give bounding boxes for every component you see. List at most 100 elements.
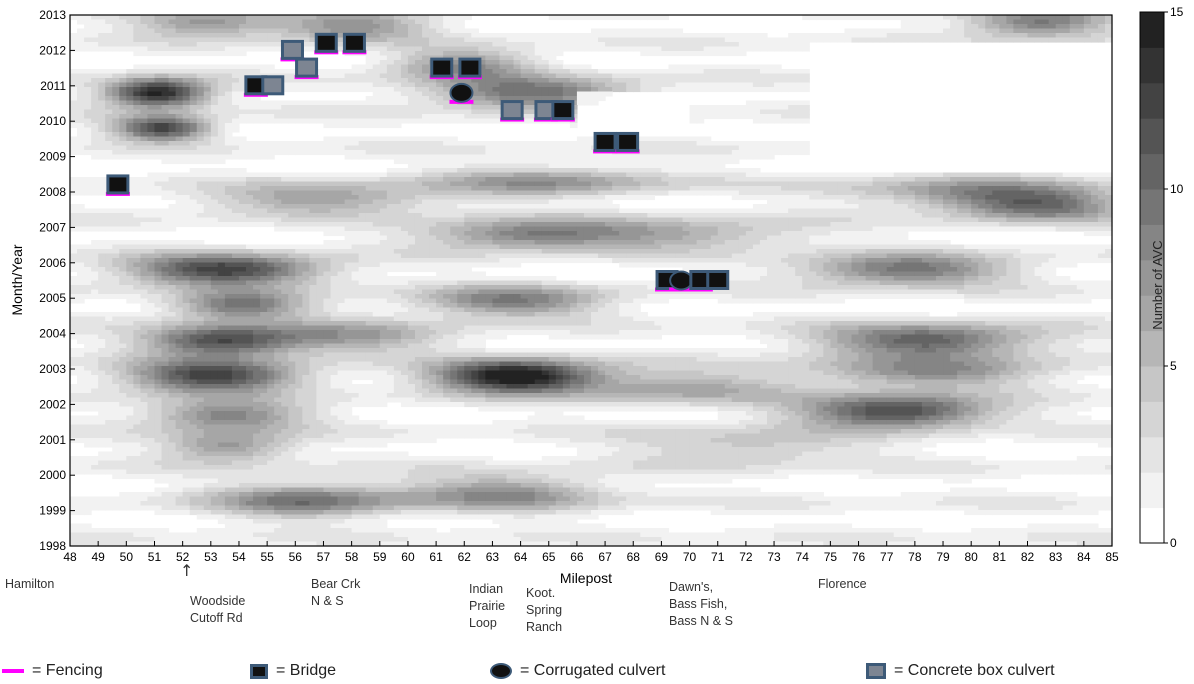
y-axis-title: Month/Year (9, 244, 25, 315)
heatmap-field (70, 15, 1113, 547)
y-tick-label: 2006 (39, 256, 66, 270)
x-tick-label: 59 (373, 550, 387, 564)
x-tick-label: 60 (401, 550, 415, 564)
corrugated-culvert-marker (449, 82, 474, 103)
location-woodside-line-2: Cutoff Rd (190, 611, 243, 625)
location-indian-line-1: Indian (469, 582, 504, 596)
legend-corrugated: = Corrugated culvert (490, 662, 665, 680)
y-tick-label: 1999 (39, 504, 66, 518)
y-axis-ticks: 1998 1999 2000 2001 2002 2003 2004 2005 2006 2007… (39, 8, 75, 553)
x-axis-ticks: 48 49 50 51 52 53 54 55 56 57 58 59 60 61 62 63 64 65 66 67… (63, 541, 1119, 564)
location-woodside-line-1: Woodside (190, 594, 246, 608)
fencing-line-icon (2, 669, 24, 673)
location-florence-line: Florence (818, 577, 867, 591)
location-hamilton-line: Hamilton (5, 577, 55, 591)
y-tick-label: 1998 (39, 539, 66, 553)
x-tick-label: 51 (148, 550, 162, 564)
x-tick-label: 50 (120, 550, 134, 564)
x-tick-label: 82 (1021, 550, 1035, 564)
y-tick-label: 2003 (39, 362, 66, 376)
y-tick-label: 2013 (39, 8, 66, 22)
bridge-marker (593, 131, 617, 152)
colorbar-band (1140, 224, 1164, 261)
concrete-box-culvert-marker (500, 100, 524, 121)
x-tick-label: 70 (683, 550, 697, 564)
corrugated-culvert-icon (490, 663, 512, 679)
bridge-marker (430, 57, 454, 78)
y-tick-label: 2007 (39, 220, 66, 234)
y-tick-label: 2004 (39, 327, 66, 341)
location-koot-spring-ranch: Koot. Spring Ranch (526, 585, 562, 636)
colorbar-tick-label: 5 (1170, 359, 1177, 373)
y-tick-label: 2010 (39, 114, 66, 128)
x-tick-label: 54 (232, 550, 246, 564)
colorbar-band (1140, 259, 1164, 296)
x-tick-label: 78 (908, 550, 922, 564)
x-tick-label: 72 (739, 550, 753, 564)
x-tick-label: 64 (514, 550, 528, 564)
location-bear-crk-line-2: N & S (311, 594, 344, 608)
y-tick-label: 2009 (39, 150, 66, 164)
x-tick-label: 71 (711, 550, 725, 564)
y-tick-label: 2002 (39, 397, 66, 411)
location-koot-line-1: Koot. (526, 586, 556, 600)
colorbar-band (1140, 507, 1164, 544)
location-hamilton: Hamilton (5, 576, 54, 593)
x-tick-label: 49 (91, 550, 105, 564)
x-tick-label: 75 (824, 550, 838, 564)
location-florence: Florence (818, 576, 867, 593)
x-tick-label: 48 (63, 550, 77, 564)
location-indian-line-3: Loop (469, 616, 497, 630)
x-tick-label: 56 (289, 550, 303, 564)
x-tick-label: 80 (965, 550, 979, 564)
colorbar-band (1140, 472, 1164, 509)
bridge-marker (106, 174, 130, 195)
colorbar-frame (1139, 11, 1165, 544)
x-tick-label: 53 (204, 550, 218, 564)
colorbar-band (1140, 401, 1164, 438)
colorbar-band (1140, 189, 1164, 225)
x-tick-label: 77 (880, 550, 894, 564)
y-tick-label: 2000 (39, 468, 66, 482)
colorbar-band (1140, 436, 1164, 473)
y-tick-label: 2008 (39, 185, 66, 199)
legend-concrete-box-label: = Concrete box culvert (894, 662, 1055, 679)
colorbar-band (1140, 153, 1164, 190)
location-indian-prairie-loop: Indian Prairie Loop (469, 581, 505, 632)
x-tick-label: 73 (767, 550, 781, 564)
location-dawns-line-3: Bass N & S (669, 614, 733, 628)
legend-bridge-label: = Bridge (276, 662, 337, 679)
legend-corrugated-label: = Corrugated culvert (520, 662, 666, 679)
corrugated-culvert-marker (669, 270, 694, 291)
location-bear-crk: Bear Crk N & S (311, 576, 360, 610)
x-tick-label: 74 (796, 550, 810, 564)
x-tick-label: 79 (936, 550, 950, 564)
x-tick-label: 67 (598, 550, 612, 564)
bridge-marker (551, 100, 575, 121)
bridge-square-icon (250, 663, 268, 679)
x-tick-label: 84 (1077, 550, 1091, 564)
bridge-marker (342, 32, 366, 53)
x-tick-label: 85 (1105, 550, 1119, 564)
colorbar-band (1140, 118, 1164, 155)
x-tick-label: 68 (627, 550, 641, 564)
x-tick-label: 62 (458, 550, 472, 564)
concrete-box-culvert-marker (295, 57, 319, 78)
x-tick-label: 63 (486, 550, 500, 564)
colorbar-tick-label: 15 (1170, 5, 1184, 19)
colorbar-band (1140, 295, 1164, 332)
colorbar-ticks: 0 5 10 15 (1164, 5, 1184, 550)
y-tick-label: 2005 (39, 291, 66, 305)
location-bear-crk-line-1: Bear Crk (311, 577, 361, 591)
location-dawns-line-2: Bass Fish, (669, 597, 728, 611)
colorbar-band (1140, 330, 1164, 367)
location-koot-line-3: Ranch (526, 620, 563, 634)
concrete-box-culvert-marker (261, 75, 285, 96)
colorbar-tick-label: 0 (1170, 536, 1177, 550)
x-tick-label: 65 (542, 550, 556, 564)
bridge-marker (314, 32, 338, 53)
bridge-marker (458, 57, 482, 78)
plot-frame (69, 14, 1113, 547)
location-dawns-line-1: Dawn's, (669, 580, 714, 594)
x-tick-label: 52 (176, 550, 190, 564)
